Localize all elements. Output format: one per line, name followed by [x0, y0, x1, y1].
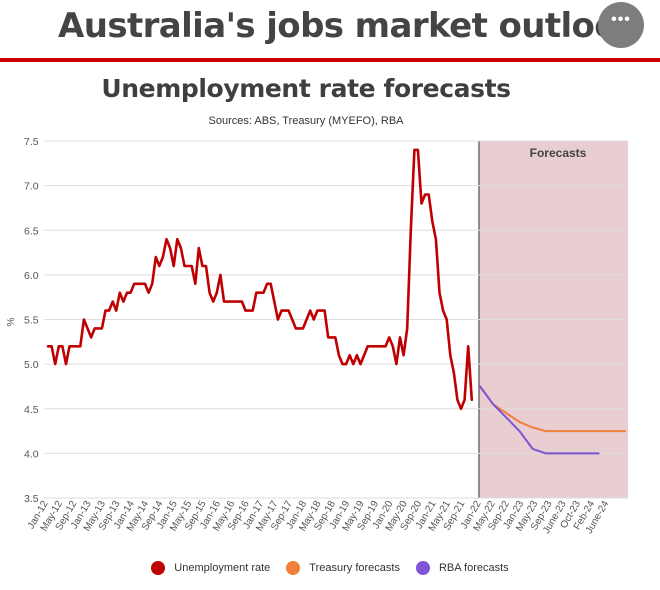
- legend-label-treasury: Treasury forecasts: [309, 562, 400, 574]
- y-tick-label: 4.0: [24, 448, 39, 460]
- y-axis-label: %: [6, 317, 17, 326]
- y-tick-label: 4.5: [24, 404, 39, 416]
- legend-label-unemployment: Unemployment rate: [174, 562, 271, 574]
- legend-swatch-treasury: [286, 561, 301, 575]
- y-tick-label: 5.5: [24, 315, 39, 327]
- series-treasury-line: [479, 385, 626, 433]
- y-tick-label: 7.5: [24, 136, 39, 148]
- legend-item-treasury[interactable]: Treasury forecasts: [286, 561, 400, 575]
- y-tick-label: 3.5: [24, 493, 39, 505]
- more-horizontal-icon: •••: [611, 11, 631, 28]
- forecast-annotation: Forecasts: [530, 146, 587, 160]
- page-title: Australia's jobs market outlook: [58, 6, 640, 46]
- series-unemployment-line: [46, 148, 474, 411]
- legend-item-rba[interactable]: RBA forecasts: [415, 561, 509, 575]
- chart-title: Unemployment rate forecasts: [101, 74, 511, 103]
- legend-swatch-unemployment: [151, 561, 166, 575]
- y-tick-label: 7.0: [24, 181, 39, 193]
- chart-subtitle: Sources: ABS, Treasury (MYEFO), RBA: [208, 115, 404, 127]
- legend-swatch-rba: [415, 561, 430, 575]
- page-header: Australia's jobs market outlook •••: [0, 0, 660, 60]
- y-tick-label: 5.0: [24, 359, 39, 371]
- chart-legend: Unemployment rate Treasury forecasts RBA…: [0, 561, 660, 575]
- more-menu-button[interactable]: •••: [598, 2, 644, 48]
- series-rba-line: [479, 385, 600, 455]
- header-rule: [0, 58, 660, 62]
- y-tick-label: 6.5: [24, 225, 39, 237]
- y-tick-label: 6.0: [24, 270, 39, 282]
- legend-item-unemployment[interactable]: Unemployment rate: [151, 561, 270, 575]
- legend-label-rba: RBA forecasts: [438, 562, 509, 574]
